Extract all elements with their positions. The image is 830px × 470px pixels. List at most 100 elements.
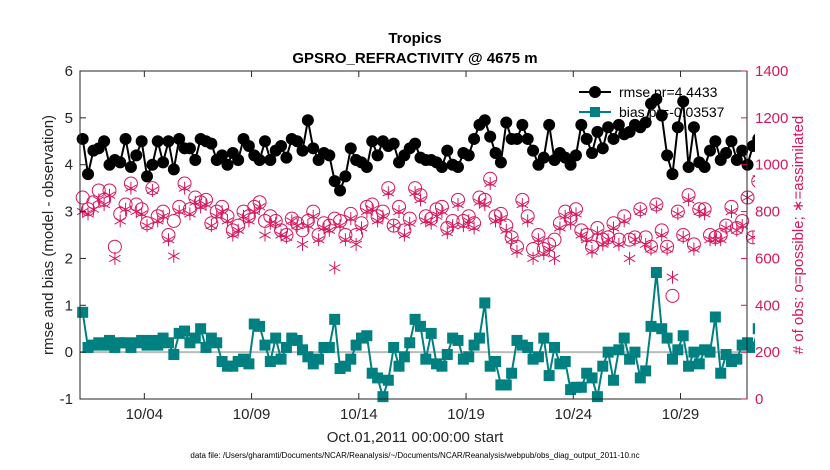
- bias-point: [211, 337, 223, 349]
- bias-point: [436, 360, 448, 372]
- rmse-point: [462, 149, 475, 162]
- obs-assimilated-point: [403, 216, 416, 230]
- obs-assimilated-point: [468, 221, 480, 235]
- rmse-point: [409, 137, 422, 150]
- bias-point: [586, 372, 598, 384]
- obs-assimilated-point: [591, 226, 604, 240]
- obs-assimilated-point: [495, 212, 507, 226]
- obs-assimilated-point: [516, 198, 529, 211]
- rmse-point: [655, 109, 668, 122]
- obs-assimilated-point: [226, 228, 239, 242]
- bias-point: [715, 367, 727, 379]
- obs-assimilated-point: [682, 193, 695, 207]
- bias-point: [490, 356, 502, 368]
- y-tick-label: 4: [65, 157, 73, 174]
- bias-point: [645, 320, 657, 332]
- rmse-point: [687, 121, 700, 134]
- obs-assimilated-point: [130, 205, 143, 219]
- obs-assimilated-point: [537, 247, 550, 261]
- bias-point: [543, 370, 555, 382]
- obs-assimilated-point: [371, 214, 384, 228]
- rmse-point: [500, 116, 513, 129]
- obs-assimilated-point: [452, 198, 464, 211]
- rmse-point: [130, 149, 143, 162]
- bias-point: [382, 374, 394, 386]
- legend-bias-marker: [590, 107, 600, 117]
- obs-assimilated-point: [125, 181, 137, 195]
- obs-assimilated-point: [596, 237, 609, 251]
- obs-assimilated-point: [543, 242, 556, 256]
- x-tick-label: 10/09: [233, 406, 271, 423]
- rmse-point: [639, 116, 652, 129]
- obs-assimilated-point: [98, 198, 111, 211]
- bias-point: [329, 313, 341, 325]
- obs-assimilated-point: [205, 219, 218, 233]
- obs-assimilated-point: [752, 175, 755, 183]
- obs-assimilated-point: [312, 233, 325, 247]
- obs-assimilated-point: [602, 233, 615, 247]
- obs-assimilated-point: [398, 228, 411, 242]
- y-right-tick-label: 1400: [755, 63, 788, 80]
- obs-assimilated-point: [275, 228, 287, 242]
- rmse-point: [205, 137, 218, 150]
- y-right-tick-label: 800: [755, 204, 780, 221]
- obs-assimilated-point: [221, 214, 234, 228]
- obs-assimilated-point: [307, 209, 320, 223]
- obs-assimilated-point: [382, 186, 395, 200]
- rmse-point: [741, 158, 754, 171]
- obs-assimilated-point: [184, 207, 196, 221]
- bias-point: [532, 351, 544, 363]
- bias-point: [404, 337, 416, 349]
- y-tick-label: 1: [65, 297, 73, 314]
- bias-point: [441, 348, 453, 360]
- rmse-point: [301, 114, 314, 127]
- obs-assimilated-point: [629, 233, 641, 247]
- y-tick-label: 3: [65, 204, 73, 221]
- bias-point: [618, 332, 630, 344]
- rmse-point: [371, 149, 384, 162]
- bias-point: [656, 323, 668, 335]
- rmse-point: [366, 135, 379, 148]
- obs-assimilated-point: [500, 223, 513, 237]
- obs-assimilated-point: [151, 214, 164, 228]
- rmse-point: [478, 114, 491, 127]
- obs-assimilated-point: [334, 219, 346, 233]
- bias-point: [414, 320, 426, 332]
- bias-point: [607, 374, 619, 386]
- obs-assimilated-point: [564, 216, 577, 230]
- x-tick-label: 10/24: [555, 406, 593, 423]
- x-tick-label: 10/19: [447, 406, 485, 423]
- bias-point: [559, 356, 571, 368]
- rmse-point: [253, 154, 266, 167]
- y-right-tick-label: 0: [755, 391, 763, 408]
- obs-assimilated-point: [285, 214, 298, 228]
- rmse-point: [167, 163, 180, 176]
- bias-point: [677, 330, 689, 342]
- y-tick-label: 2: [65, 250, 73, 267]
- rmse-point: [189, 154, 202, 167]
- bias-point: [361, 330, 373, 342]
- axes: -1 0 1 2 3 4 5 6 0 200 400 600 800 1000 1200 1400 10/04 1…: [60, 63, 789, 423]
- bias-point: [709, 311, 721, 323]
- obs-assimilated-point: [671, 207, 684, 221]
- bias-point: [372, 372, 384, 384]
- bias-point: [597, 360, 609, 372]
- obs-assimilated-point: [339, 233, 352, 247]
- obs-assimilated-point: [232, 223, 245, 237]
- rmse-point: [360, 161, 373, 174]
- rmse-point: [602, 121, 615, 134]
- x-tick-label: 10/14: [340, 406, 378, 423]
- rmse-point: [114, 156, 127, 169]
- y-tick-label: 0: [65, 344, 73, 361]
- rmse-point: [323, 149, 336, 162]
- rmse-point: [516, 118, 529, 131]
- rmse-point: [725, 135, 738, 148]
- rmse-point: [258, 135, 271, 148]
- bias-point: [425, 327, 437, 339]
- data-file-footer: data file: /Users/gharamti/Documents/NCA…: [190, 451, 639, 460]
- bias-point: [591, 391, 603, 403]
- obs-assimilated-point: [141, 219, 153, 233]
- rmse-point: [730, 154, 743, 167]
- rmse-point: [666, 168, 679, 181]
